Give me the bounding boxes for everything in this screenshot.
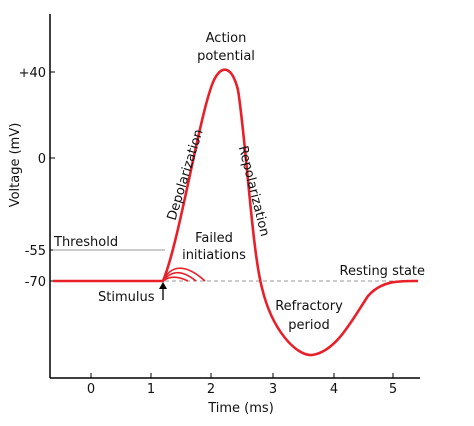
y-tick-label: -70 — [25, 275, 46, 290]
failed-initiations-label: Failed — [195, 231, 233, 246]
x-tick-label: 5 — [389, 382, 397, 397]
x-axis-title: Time (ms) — [207, 401, 274, 416]
threshold-label: Threshold — [53, 235, 118, 250]
x-tick-label: 3 — [269, 382, 277, 397]
action-potential-curve — [53, 68, 419, 357]
refractory-period-label: Refractory — [275, 299, 343, 314]
resting-state-label: Resting state — [340, 264, 425, 279]
failed-initiations-label: initiations — [182, 248, 246, 263]
action-potential-label: Action — [206, 31, 247, 46]
y-axis-title: Voltage (mV) — [8, 123, 23, 208]
stimulus-label: Stimulus — [98, 290, 155, 305]
refractory-period-label: period — [288, 318, 329, 333]
y-tick-label: +40 — [19, 66, 46, 81]
x-tick-label: 4 — [330, 382, 338, 397]
stimulus-arrowhead — [159, 282, 167, 289]
x-tick-label: 0 — [87, 382, 95, 397]
x-tick-label: 1 — [147, 382, 155, 397]
depolarization-label: Depolarization — [165, 128, 207, 223]
x-tick-label: 2 — [207, 382, 215, 397]
y-tick-label: 0 — [38, 152, 46, 167]
y-tick-label: -55 — [25, 244, 46, 259]
action-potential-label: potential — [197, 49, 255, 64]
